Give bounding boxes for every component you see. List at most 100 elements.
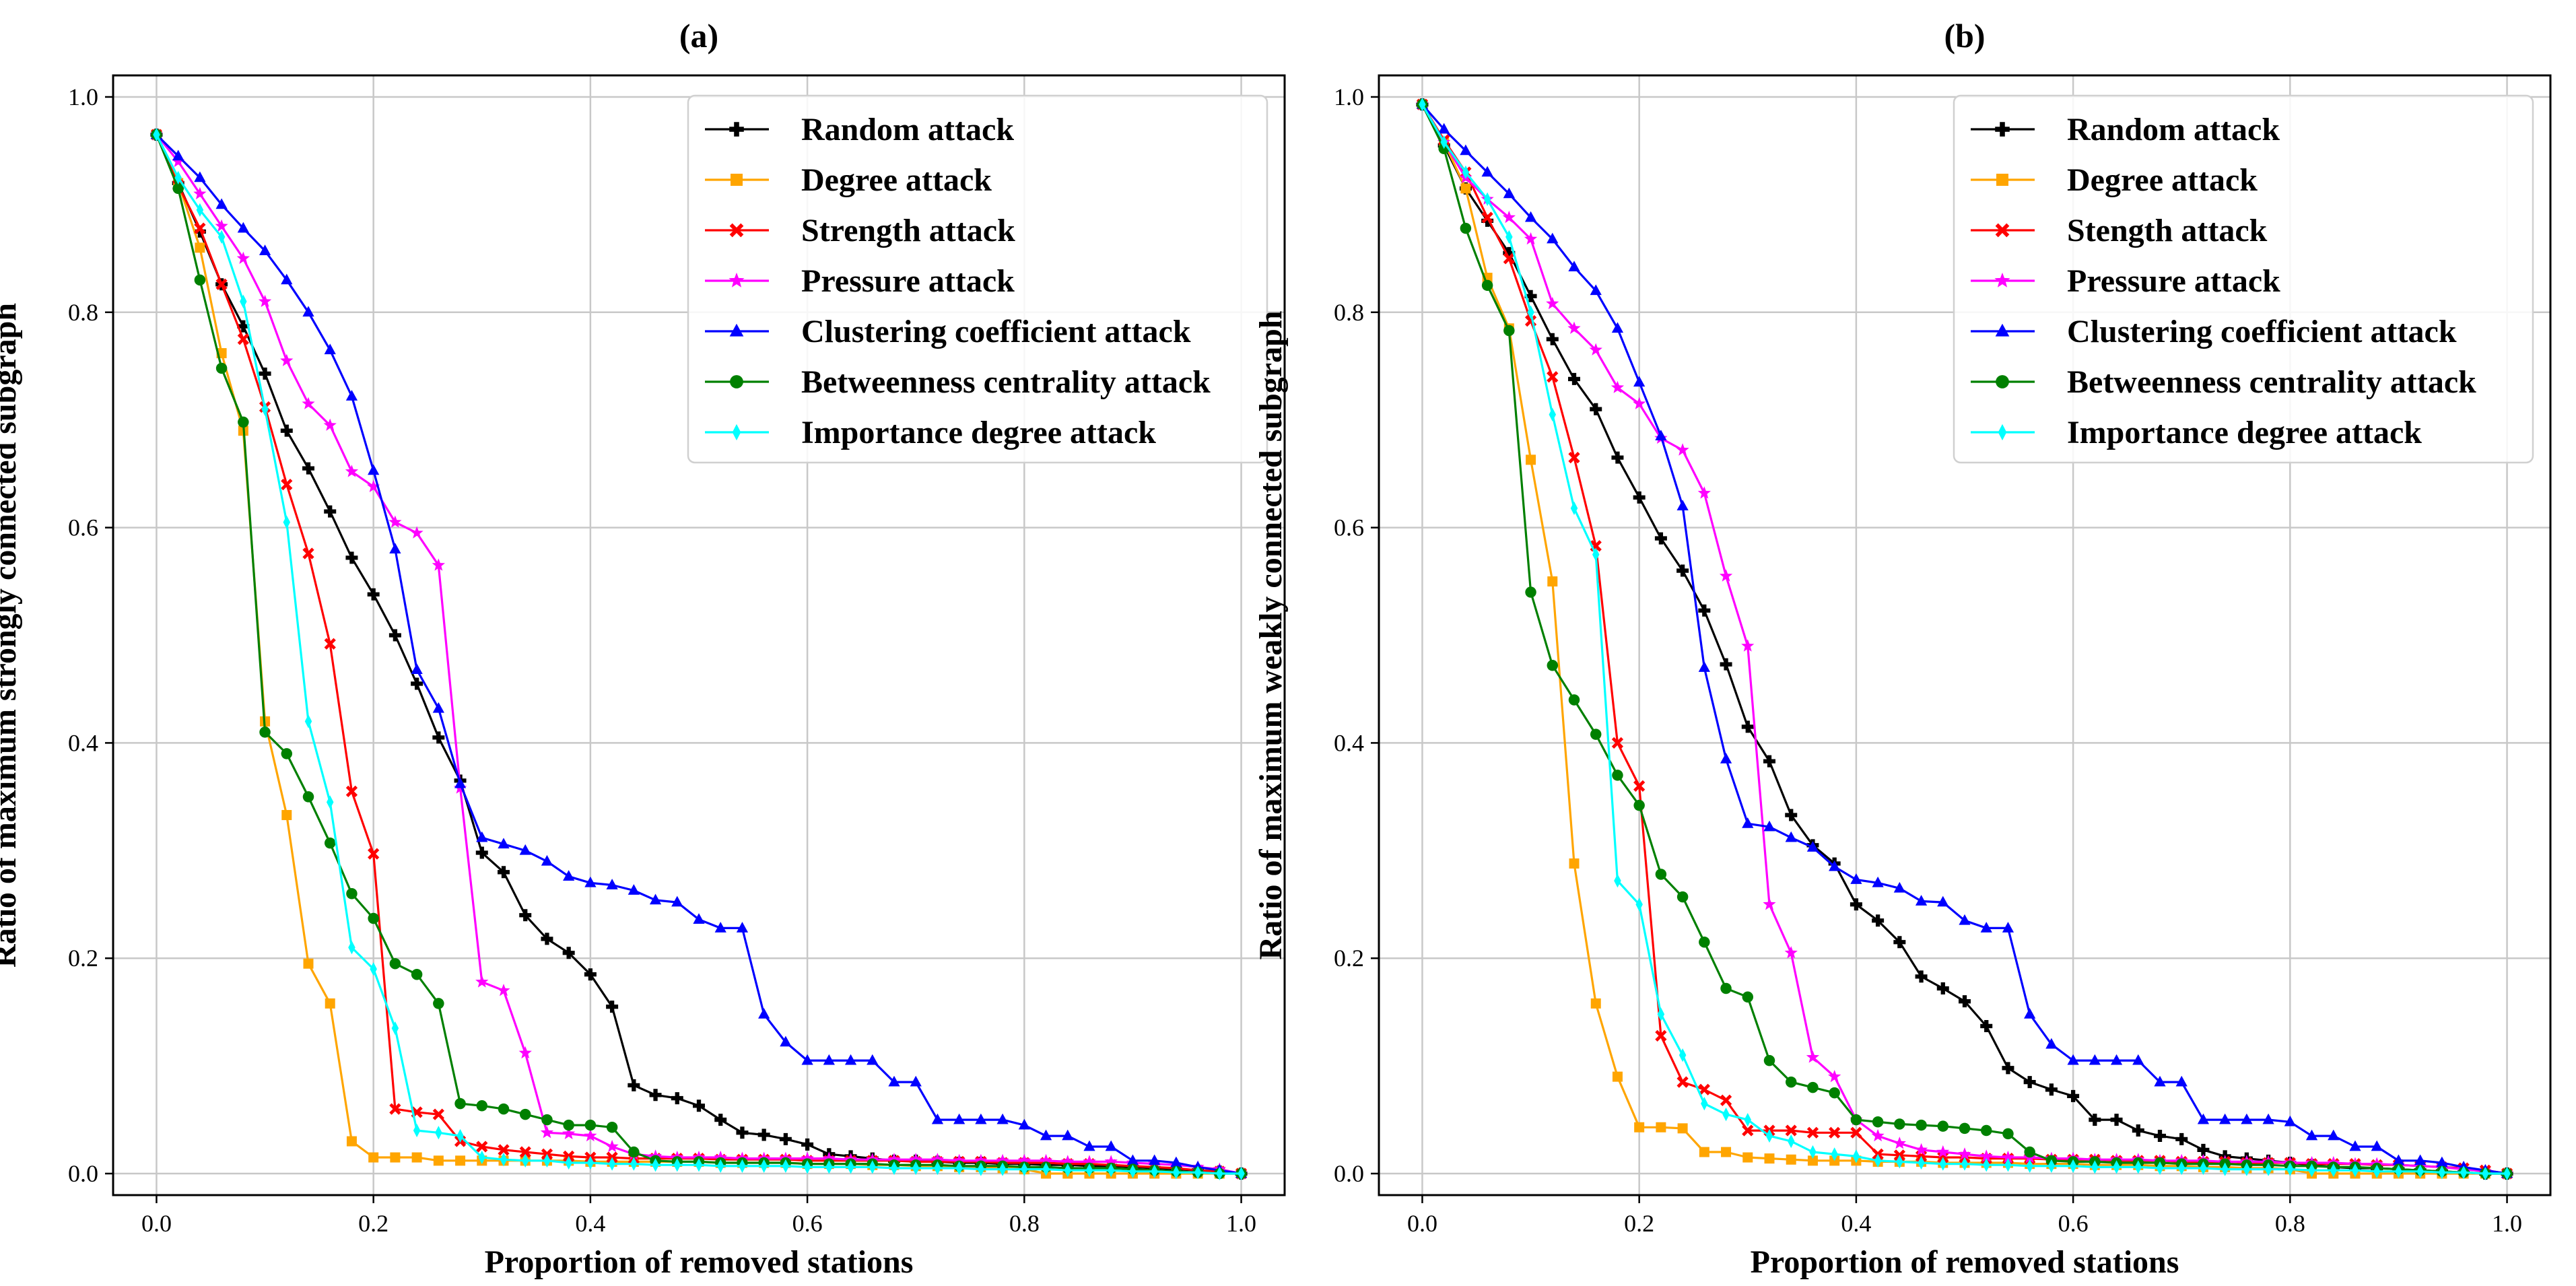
data-point (757, 1128, 770, 1141)
data-point (867, 1054, 879, 1065)
data-point (498, 1103, 510, 1115)
data-point (780, 1036, 792, 1047)
data-point (411, 968, 423, 980)
data-point (1503, 246, 1516, 259)
data-point (519, 1108, 531, 1120)
legend-item: Importance degree attack (1971, 415, 2422, 450)
data-point (1829, 1087, 1840, 1099)
legend-box (1953, 94, 2534, 464)
data-point (1547, 576, 1558, 587)
data-point (281, 810, 292, 821)
legend-marker (731, 174, 743, 186)
data-point (388, 515, 402, 528)
data-point (1634, 1122, 1645, 1132)
data-point (630, 1157, 638, 1171)
legend-marker (1995, 323, 2010, 337)
data-point (695, 1158, 703, 1172)
legend-marker (730, 375, 743, 388)
data-point (1149, 1154, 1161, 1165)
legend-label: Betweenness centrality attack (2067, 364, 2476, 400)
data-point (2002, 922, 2014, 933)
data-point (1874, 1153, 1882, 1167)
x-tick-label: 0.8 (1009, 1210, 1040, 1237)
data-point (325, 998, 335, 1009)
plot-frame (1378, 74, 2552, 1196)
data-point (1936, 1145, 1950, 1158)
data-point (909, 1153, 922, 1165)
data-point (1721, 1147, 1732, 1157)
data-point (1172, 1165, 1180, 1180)
data-point (323, 418, 337, 431)
data-point (1614, 873, 1621, 888)
data-point (455, 1155, 466, 1166)
data-point (2197, 1143, 2210, 1156)
data-point (478, 1150, 486, 1165)
data-point (562, 947, 575, 959)
data-point (2113, 1160, 2120, 1174)
data-point (261, 402, 269, 416)
data-point (1104, 1155, 1118, 1167)
data-point (1959, 995, 1971, 1008)
data-point (1809, 1145, 1817, 1159)
data-point (345, 785, 358, 797)
data-point (196, 203, 204, 217)
data-point (652, 1158, 659, 1172)
data-point (1676, 564, 1689, 577)
y-tick-label: 0.4 (68, 729, 98, 756)
data-point (2023, 1076, 2036, 1089)
data-point (2175, 1132, 2188, 1145)
data-point (1547, 660, 1559, 671)
data-point (1896, 1155, 1903, 1169)
legend-marker (729, 323, 744, 337)
data-point (519, 1146, 531, 1158)
data-point (1549, 407, 1557, 421)
data-point (823, 1054, 835, 1065)
data-point (1589, 343, 1602, 356)
series-importance-degree-attack (153, 127, 1245, 1181)
data-point (1850, 1126, 1862, 1139)
data-point (194, 274, 206, 286)
panel-title: (b) (1944, 17, 1985, 55)
data-point (1741, 639, 1755, 652)
data-point (1654, 532, 1667, 545)
panel-a: (a) 0.0 0.2 0.4 0.6 0.8 1.0 0.0 0.2 0.4 0.6 0.8 1.0 P… (0, 17, 1286, 1280)
data-point (1107, 1163, 1115, 1178)
data-point (2004, 1158, 2012, 1172)
data-point (2221, 1162, 2229, 1176)
data-point (1462, 165, 1470, 180)
data-point (195, 242, 205, 253)
data-point (2414, 1154, 2427, 1165)
data-point (1979, 1149, 1993, 1162)
data-point (2067, 1054, 2079, 1065)
legend-item: Strength attack (705, 213, 1015, 248)
data-point (1872, 876, 1884, 887)
data-point (1655, 430, 1667, 441)
data-point (606, 1122, 618, 1133)
data-point (1765, 1128, 1773, 1143)
data-point (2328, 1129, 2340, 1141)
data-point (2154, 1130, 2166, 1143)
data-point (258, 294, 272, 307)
data-point (1939, 1157, 1947, 1171)
data-point (2047, 1159, 2056, 1173)
data-point (2392, 1154, 2405, 1165)
data-point (931, 1113, 944, 1124)
data-point (1699, 1147, 1709, 1157)
data-point (693, 913, 705, 924)
data-point (2045, 1038, 2058, 1049)
panel-title: (a) (679, 17, 718, 55)
y-tick-label: 0.6 (68, 514, 98, 541)
y-tick-label: 0.8 (1334, 299, 1364, 326)
data-point (671, 1092, 683, 1105)
data-point (1722, 1107, 1730, 1122)
data-point (280, 424, 293, 437)
data-point (1893, 881, 1905, 893)
data-point (281, 748, 293, 759)
data-point (1701, 1096, 1708, 1111)
data-point (475, 846, 488, 859)
x-tick-label: 0.6 (2058, 1210, 2089, 1237)
x-tick-label: 0.6 (792, 1210, 823, 1237)
data-point (498, 1144, 510, 1156)
data-point (2177, 1161, 2185, 1176)
legend-label: Degree attack (801, 162, 992, 198)
